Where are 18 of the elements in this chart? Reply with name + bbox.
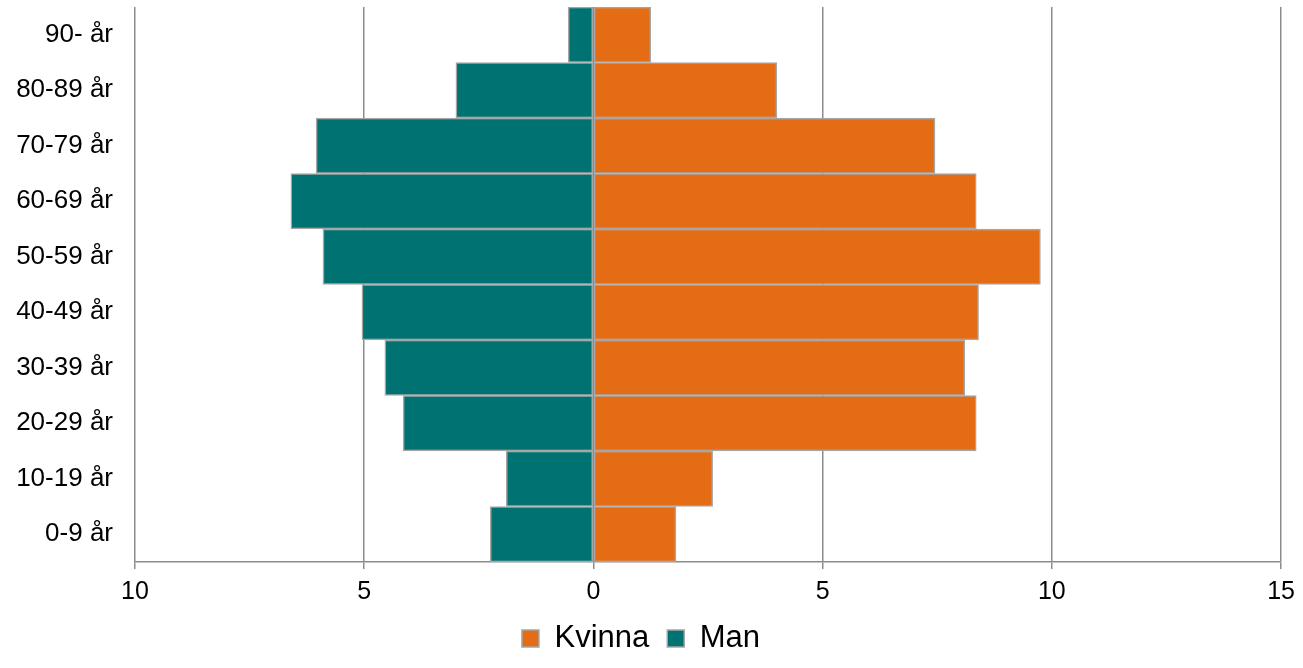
x-tick-label: 15 (1267, 575, 1295, 604)
x-tick-label: 10 (121, 575, 149, 604)
y-tick-label: 40-49 år (16, 295, 114, 326)
legend-label: Kvinna (554, 619, 650, 655)
x-tick-label: 0 (586, 575, 601, 604)
y-tick-label: 20-29 år (16, 406, 114, 437)
x-tick-label: 5 (815, 575, 830, 604)
y-tick-label: 80-89 år (16, 73, 114, 104)
y-tick-label: 70-79 år (16, 128, 114, 159)
x-tick-label: 10 (1037, 575, 1066, 604)
x-tick-label: 5 (357, 575, 372, 604)
legend-label: Man (699, 619, 761, 655)
y-tick-label: 50-59 år (16, 239, 114, 270)
y-tick-label: 90- år (45, 17, 114, 48)
y-tick-label: 60-69 år (16, 184, 114, 215)
y-tick-label: 30-39 år (16, 350, 114, 381)
y-tick-label: 0-9 år (45, 517, 114, 548)
y-tick-label: 10-19 år (16, 461, 114, 492)
